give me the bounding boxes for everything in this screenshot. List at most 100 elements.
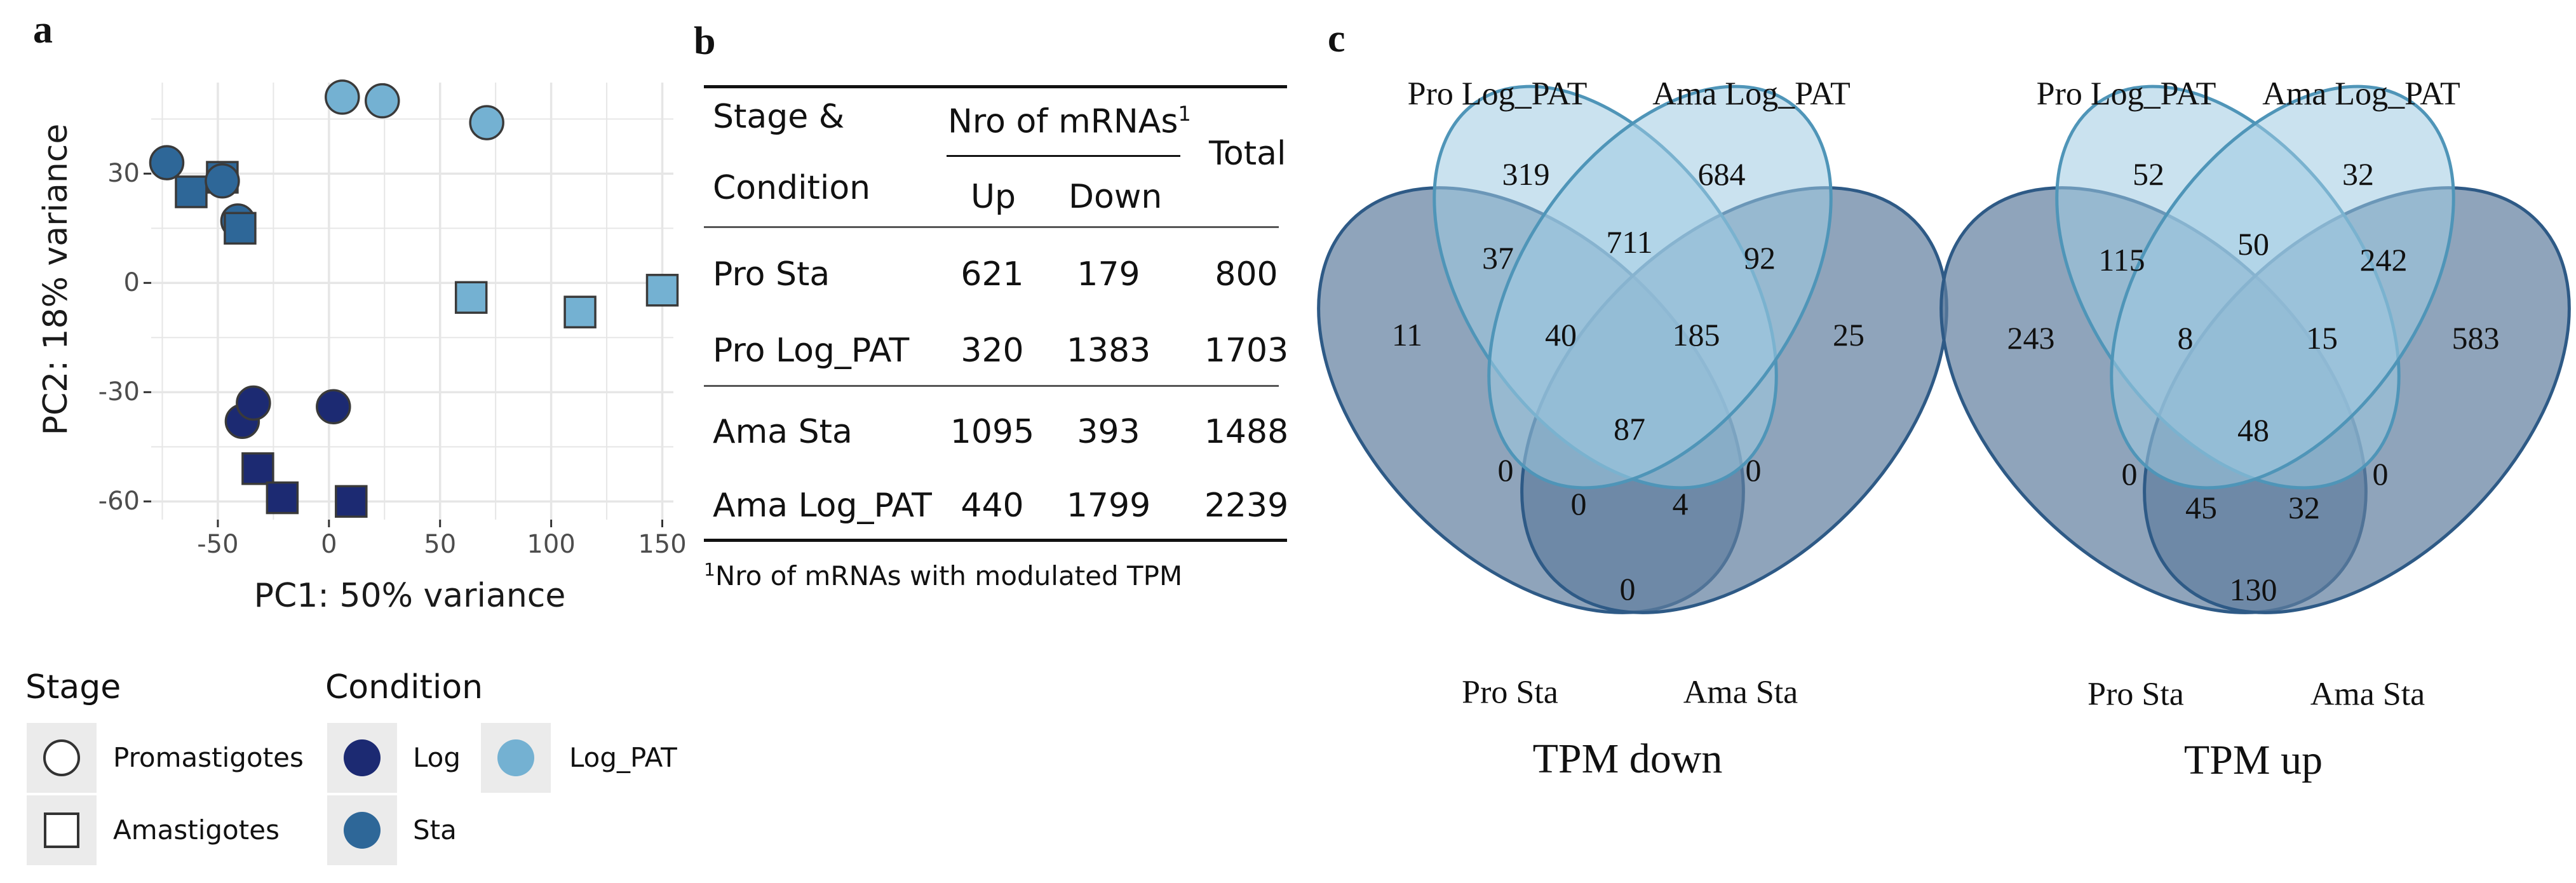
venn2-count: 0: [2121, 456, 2138, 492]
header-stage-line2: Condition: [713, 169, 871, 207]
venn1-count: 25: [1833, 317, 1865, 353]
venn1-count: 40: [1545, 317, 1577, 353]
scatter-point-amastigote: [645, 274, 679, 307]
venn-ellipse-ama-log-pat: [1487, 84, 1833, 490]
y-tick-label: -30: [98, 377, 140, 407]
row-down: 179: [1077, 255, 1140, 293]
scatter-point-promastigote: [325, 79, 360, 115]
footnote-mark: 1: [704, 559, 715, 580]
venn2-label-pro-sta: Pro Sta: [2087, 676, 2184, 713]
header-nro-footnote-mark: 1: [1178, 102, 1191, 126]
venn1-count: 0: [1745, 452, 1762, 488]
venn2-label-ama-log-pat: Ama Log_PAT: [2262, 76, 2460, 112]
venn-tpm-down: [1317, 84, 1948, 614]
legend-key-log: [327, 723, 397, 793]
venn2-label-ama-sta: Ama Sta: [2310, 676, 2425, 713]
venn2-count: 8: [2177, 320, 2194, 356]
venn1-count: 185: [1672, 317, 1720, 353]
y-tick-label: 0: [123, 268, 140, 298]
scatter-point-promastigote: [469, 105, 504, 140]
header-up: Up: [971, 178, 1016, 216]
x-tick-label: 150: [638, 530, 687, 559]
venn2-count: 50: [2237, 226, 2269, 262]
row-label: Ama Sta: [713, 413, 853, 451]
venn1-label-ama-sta: Ama Sta: [1683, 674, 1798, 711]
venn2-count: 32: [2342, 156, 2374, 192]
scatter-point-amastigote: [175, 175, 208, 208]
table-bottom-rule: [704, 539, 1287, 542]
venn2-count: 0: [2372, 456, 2389, 492]
legend-label-promastigotes: Promastigotes: [113, 742, 304, 773]
row-label: Ama Log_PAT: [713, 487, 932, 525]
venn1-count: 711: [1606, 224, 1653, 260]
venn1-count: 684: [1697, 156, 1746, 192]
venn1-count: 87: [1614, 411, 1645, 447]
y-tick-label: 30: [107, 159, 140, 189]
venn2-count: 115: [2098, 242, 2145, 278]
venn1-count: 92: [1744, 240, 1776, 276]
header-bottom-rule: [704, 226, 1279, 228]
row-total: 2239: [1204, 487, 1289, 525]
scatter-point-promastigote: [236, 385, 271, 421]
table-top-rule: [704, 85, 1287, 88]
scatter-point-amastigote: [563, 295, 597, 328]
scatter-point-amastigote: [335, 485, 368, 518]
pca-scatter-plot: [144, 79, 679, 527]
venn1-count: 11: [1391, 317, 1423, 353]
row-down: 393: [1077, 413, 1140, 451]
x-tick-label: 50: [424, 530, 457, 559]
row-total: 800: [1215, 255, 1278, 293]
legend-key-log-pat: [481, 723, 551, 793]
panel-c-letter: c: [1328, 17, 1345, 60]
row-label: Pro Sta: [713, 255, 830, 293]
header-total: Total: [1209, 135, 1286, 173]
legend-label-log-pat: Log_PAT: [569, 742, 677, 773]
venn1-label-pro-sta: Pro Sta: [1462, 674, 1558, 711]
panel-a-letter: a: [33, 8, 53, 51]
scatter-point-promastigote: [205, 163, 240, 199]
panel-b-letter: b: [694, 20, 716, 63]
row-total: 1488: [1204, 413, 1289, 451]
venn2-label-pro-log-pat: Pro Log_PAT: [2036, 76, 2216, 112]
legend-label-log: Log: [413, 742, 461, 773]
group-separator-rule: [704, 385, 1279, 387]
venn1-label-pro-log-pat: Pro Log_PAT: [1407, 76, 1588, 112]
legend-key-promastigotes: [27, 723, 97, 793]
row-up: 1095: [950, 413, 1035, 451]
venn2-count: 48: [2237, 412, 2269, 448]
venn1-count: 0: [1619, 571, 1636, 607]
row-up: 621: [961, 255, 1024, 293]
venn1-count: 319: [1502, 156, 1550, 192]
venn2-count: 583: [2451, 320, 2500, 356]
legend-key-amastigotes: [27, 795, 97, 865]
row-down: 1799: [1066, 487, 1151, 525]
venn2-count: 32: [2288, 490, 2320, 525]
scatter-point-promastigote: [316, 389, 351, 425]
legend-key-sta: [327, 795, 397, 865]
venn2-count: 15: [2306, 320, 2338, 356]
footnote-text: Nro of mRNAs with modulated TPM: [715, 560, 1183, 591]
header-nro-text: Nro of mRNAs: [948, 102, 1178, 141]
header-stage-line1: Stage &: [713, 98, 845, 136]
legend-condition-title: Condition: [325, 668, 483, 706]
x-tick-label: 0: [321, 530, 337, 559]
venn1-count: 37: [1482, 240, 1514, 276]
legend-stage-title: Stage: [25, 668, 121, 706]
venn2-count: 52: [2133, 156, 2164, 192]
venn1-count: 0: [1497, 452, 1514, 488]
x-tick-label: -50: [197, 530, 239, 559]
row-label: Pro Log_PAT: [713, 332, 910, 370]
venn1-title: TPM down: [1532, 736, 1723, 782]
legend-label-sta: Sta: [413, 814, 457, 846]
venn2-title: TPM up: [2183, 737, 2323, 783]
x-tick-label: 100: [527, 530, 576, 559]
scatter-point-amastigote: [224, 212, 257, 245]
pc1-axis-title: PC1: 50% variance: [253, 577, 566, 615]
scatter-point-amastigote: [241, 452, 274, 485]
venn-ellipse-ama-log-pat: [2110, 84, 2455, 490]
scatter-point-amastigote: [454, 281, 488, 314]
scatter-point-amastigote: [266, 481, 299, 515]
header-down: Down: [1069, 178, 1163, 216]
scatter-point-promastigote: [365, 83, 400, 119]
venn2-count: 242: [2359, 242, 2408, 278]
